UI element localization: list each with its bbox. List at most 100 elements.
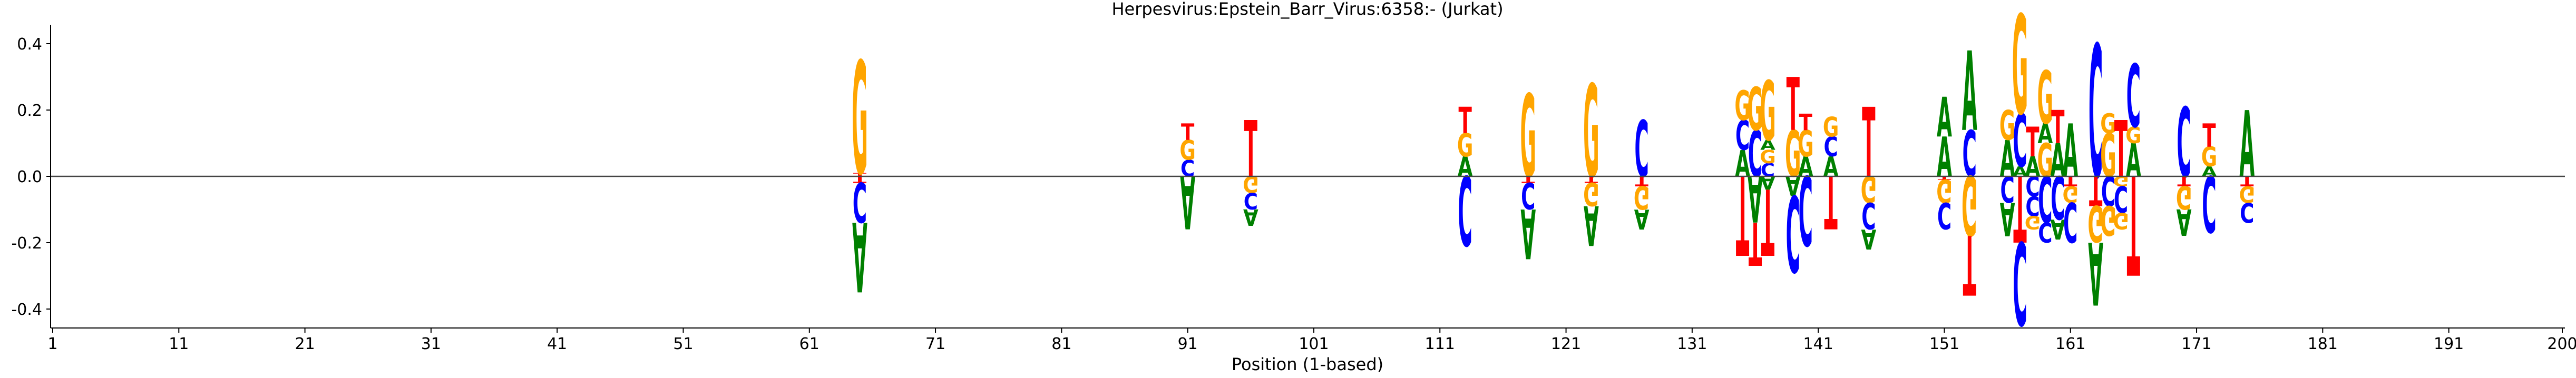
logo-letter-g: G	[2201, 141, 2217, 173]
logo-letter-g: G	[2125, 123, 2141, 148]
logo-letter-g: G	[1634, 178, 1650, 216]
logo-letter-t: T	[2013, 155, 2026, 260]
logo-letter-g: G	[1962, 157, 1977, 253]
y-axis-ticks: -0.4 -0.2 0.0 0.2 0.4	[11, 35, 51, 319]
logo-letter-a: A	[1937, 126, 1952, 190]
logo-letter-a: A	[2050, 213, 2065, 245]
logo-letter-c: C	[1244, 187, 1258, 213]
logo-letter-g: G	[1583, 58, 1599, 206]
logo-letter-a: A	[1243, 204, 1258, 230]
logo-letter-t: T	[2026, 119, 2040, 167]
logo-letter-a: A	[2000, 192, 2015, 245]
logo-letter-c: C	[853, 170, 867, 233]
logo-letter-g: G	[1520, 71, 1536, 203]
logo-letter-t: T	[1799, 110, 1813, 135]
logo-letter-c: C	[1521, 174, 1535, 216]
logo-letter-g: G	[2025, 212, 2041, 232]
logo-letter-c: C	[1735, 112, 1750, 160]
logo-letter-a: A	[2202, 164, 2217, 180]
x-tick-label: 151	[1929, 335, 1959, 353]
x-tick-label: 131	[1677, 335, 1707, 353]
logo-letter-g: G	[1760, 64, 1775, 160]
x-tick-label: 71	[925, 335, 945, 353]
logo-letter-g: G	[2239, 181, 2255, 206]
logo-letter-g: G	[1747, 75, 1763, 144]
logo-letter-g: G	[2062, 181, 2078, 206]
logo-letter-c: C	[2089, 7, 2103, 219]
logo-letter-t: T	[1862, 88, 1875, 199]
logo-letter-t: T	[2127, 144, 2140, 303]
logo-letter-c: C	[1937, 194, 1951, 236]
logo-letter-a: A	[1760, 137, 1775, 153]
x-axis-ticks: 1 11 21 31 41 51 61 71 81 91 101 111 121 131 141 151 161…	[47, 328, 2576, 353]
logo-letter-t: T	[1938, 175, 1951, 181]
logo-letters: TGTCACGTATGCAAGTCGTCAGTGACTGAACGTCGATCGA…	[852, 0, 2255, 349]
logo-letter-c: C	[1786, 172, 1800, 294]
logo-letter-c: C	[2038, 161, 2052, 235]
logo-letter-t: T	[2114, 106, 2128, 195]
logo-letter-t: T	[1761, 168, 1774, 273]
logo-letter-c: C	[2013, 99, 2027, 184]
logo-letter-t: T	[1635, 173, 1648, 190]
logo-letter-g: G	[2176, 178, 2192, 216]
logo-letter-c: C	[2013, 215, 2027, 348]
logo-letter-a: A	[1584, 193, 1599, 256]
x-tick-label: 101	[1299, 335, 1329, 353]
logo-letter-g: G	[2037, 56, 2053, 141]
logo-letter-c: C	[1799, 154, 1813, 265]
logo-letter-t: T	[1736, 150, 1749, 277]
x-axis-label: Position (1-based)	[1232, 354, 1383, 374]
logo-letter-a: A	[2177, 201, 2192, 243]
logo-letter-t: T	[853, 172, 867, 177]
x-tick-label: 51	[673, 335, 693, 353]
logo-letter-c: C	[1823, 131, 1838, 163]
logo-letter-g: G	[2113, 173, 2129, 190]
logo-letter-t: T	[1824, 159, 1837, 244]
x-tick-label: 111	[1425, 335, 1455, 353]
logo-letter-g: G	[852, 31, 867, 210]
logo-letter-t: T	[1244, 106, 1257, 195]
logo-letter-a: A	[2050, 134, 2065, 187]
logo-letter-g: G	[1457, 127, 1473, 164]
logo-letter-a: A	[2000, 130, 2015, 188]
x-tick-label: 191	[2434, 335, 2464, 353]
logo-letter-c: C	[1458, 154, 1472, 265]
logo-letter-g: G	[2100, 108, 2116, 140]
x-tick-label: 21	[295, 335, 315, 353]
logo-letter-c: C	[2101, 166, 2115, 214]
y-tick-label: 0.2	[17, 102, 42, 120]
y-tick-label: 0.0	[17, 168, 42, 186]
logo-letter-g: G	[2113, 207, 2129, 233]
logo-letter-t: T	[2064, 173, 2077, 190]
logo-letter-a: A	[1760, 172, 1775, 192]
chart-title: Herpesvirus:Epstein_Barr_Virus:6358:- (J…	[1111, 0, 1503, 19]
logo-letter-t: T	[1749, 208, 1762, 278]
logo-letter-a: A	[1735, 144, 1750, 186]
logo-letter-g: G	[1583, 175, 1599, 213]
x-tick-label: 141	[1803, 335, 1833, 353]
logo-letter-t: T	[1181, 120, 1195, 145]
x-tick-label: 1	[47, 335, 57, 353]
logo-letter-a: A	[1798, 151, 1813, 183]
logo-letter-a: A	[852, 200, 867, 311]
logo-letter-c: C	[2000, 167, 2014, 210]
logo-letter-c: C	[1180, 156, 1195, 182]
logo-letter-c: C	[2177, 88, 2191, 199]
logo-letter-a: A	[1785, 170, 1801, 202]
logo-letter-a: A	[1937, 87, 1952, 150]
logo-letter-a: A	[2025, 151, 2041, 183]
x-tick-label: 161	[2055, 335, 2085, 353]
logo-letter-c: C	[2126, 47, 2141, 147]
logo-letter-c: C	[1761, 160, 1775, 181]
logo-letter-g: G	[1760, 147, 1775, 167]
x-tick-label: 181	[2308, 335, 2338, 353]
logo-letter-g: G	[1179, 134, 1195, 166]
logo-letter-c: C	[2051, 162, 2065, 232]
logo-letter-c: C	[2025, 190, 2040, 222]
logo-letter-a: A	[1634, 203, 1650, 235]
x-tick-label: 11	[169, 335, 189, 353]
logo-letter-g: G	[2087, 194, 2103, 253]
logo-letter-c: C	[2240, 196, 2254, 228]
x-tick-label: 200	[2547, 335, 2576, 353]
